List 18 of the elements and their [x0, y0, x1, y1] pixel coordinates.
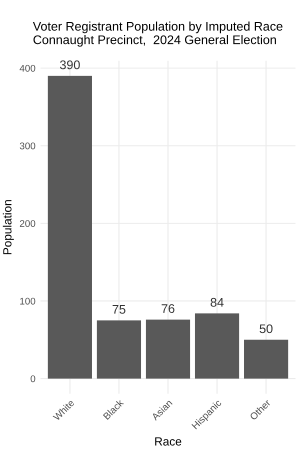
- y-axis-title: Population: [2, 200, 14, 254]
- bar: [244, 340, 288, 379]
- y-tick-label: 0: [30, 375, 36, 382]
- data-label: 50: [260, 324, 273, 334]
- bar: [146, 320, 190, 379]
- y-tick-label: 200: [20, 220, 36, 227]
- y-tick-label: 300: [20, 142, 36, 150]
- y-tick-label: 400: [20, 64, 36, 72]
- data-label: 390: [60, 60, 80, 70]
- y-tick-label: 100: [20, 298, 36, 305]
- x-axis-title: Race: [155, 437, 182, 446]
- data-label: 84: [210, 298, 224, 307]
- bar: [48, 76, 92, 379]
- bar: [96, 320, 142, 379]
- data-label: 75: [112, 305, 126, 314]
- chart-title: Voter Registrant Population by Imputed Race Connaught Precinct, 2024 General Election: [32, 22, 282, 47]
- data-label: 76: [162, 304, 174, 313]
- bar: [194, 313, 240, 379]
